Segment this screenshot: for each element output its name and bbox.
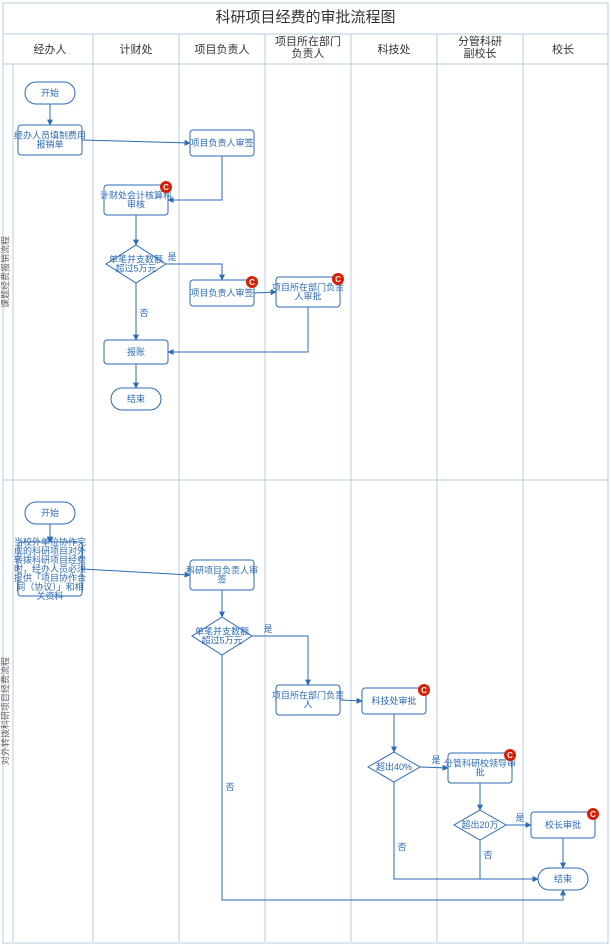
edge (82, 140, 190, 143)
edge (168, 307, 308, 352)
svg-text:校长: 校长 (552, 42, 574, 56)
svg-text:经办人: 经办人 (34, 43, 67, 56)
svg-text:开始: 开始 (41, 87, 59, 98)
edge (168, 156, 222, 200)
svg-text:C: C (335, 275, 341, 284)
svg-text:C: C (163, 183, 169, 192)
edge (82, 569, 190, 575)
svg-text:项目负责人审签: 项目负责人审签 (190, 137, 253, 148)
svg-text:结束: 结束 (127, 393, 145, 404)
svg-text:超出20万: 超出20万 (461, 819, 498, 830)
svg-text:结束: 结束 (554, 873, 572, 884)
svg-text:否: 否 (139, 308, 148, 318)
svg-text:C: C (590, 810, 596, 819)
edge (252, 636, 308, 685)
svg-text:项目所在部门负责人: 项目所在部门负责人 (275, 34, 341, 60)
svg-text:否: 否 (225, 782, 234, 792)
svg-text:对外转拨科研项目经费流程: 对外转拨科研项目经费流程 (0, 657, 11, 765)
svg-text:计财处: 计财处 (120, 42, 153, 56)
svg-text:课题经费报销流程: 课题经费报销流程 (0, 236, 11, 308)
svg-text:科技处: 科技处 (378, 42, 411, 56)
edge (340, 700, 362, 701)
svg-text:是: 是 (431, 755, 440, 765)
svg-text:否: 否 (397, 842, 406, 852)
svg-text:C: C (249, 278, 255, 287)
svg-text:是: 是 (515, 813, 524, 823)
svg-text:校长审批: 校长审批 (545, 819, 581, 830)
svg-text:C: C (421, 686, 427, 695)
svg-text:单笔并支数额超过5万元: 单笔并支数额超过5万元 (195, 626, 249, 646)
svg-canvas: 科研项目经费的审批流程图经办人 计财处 项目负责人 项目所在部门负责人 科技处 分管科研副… (0, 0, 611, 946)
svg-text:报账: 报账 (127, 346, 145, 357)
flowchart: 科研项目经费的审批流程图经办人 计财处 项目负责人 项目所在部门负责人 科技处 分管科研副… (0, 0, 611, 946)
edge (166, 264, 222, 280)
svg-text:科研项目经费的审批流程图: 科研项目经费的审批流程图 (215, 9, 395, 26)
svg-text:开始: 开始 (41, 507, 59, 518)
svg-text:单笔并支数额超过5万元: 单笔并支数额超过5万元 (109, 254, 163, 274)
svg-text:是: 是 (167, 252, 176, 262)
svg-text:超出40%: 超出40% (376, 761, 412, 772)
svg-text:C: C (507, 751, 513, 760)
svg-text:否: 否 (483, 850, 492, 860)
svg-text:当校外单位协作完成的科研项目对外转拨科研项目经费时，经办人员: 当校外单位协作完成的科研项目对外转拨科研项目经费时，经办人员必须提供「项目协作合… (14, 536, 86, 601)
svg-text:项目负责人: 项目负责人 (195, 42, 250, 56)
svg-text:科技处审批: 科技处审批 (371, 695, 416, 706)
edge (254, 292, 276, 293)
svg-text:是: 是 (263, 624, 272, 634)
svg-text:项目负责人审签: 项目负责人审签 (190, 287, 253, 298)
svg-text:分管科研副校长: 分管科研副校长 (458, 34, 502, 60)
